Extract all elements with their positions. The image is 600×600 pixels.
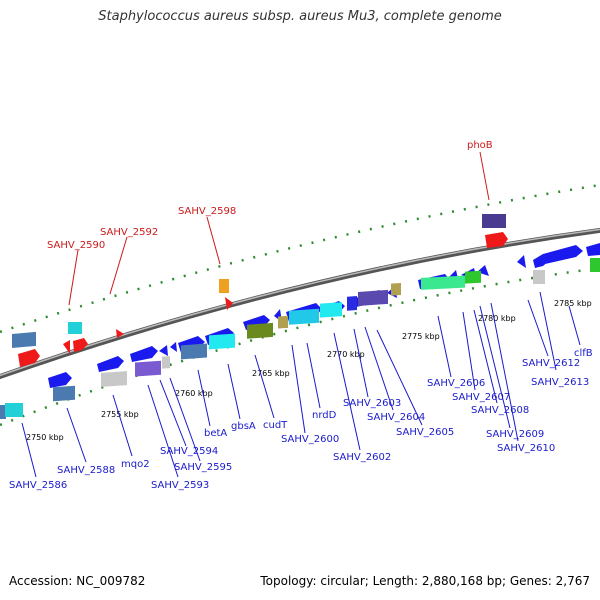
gene-arrow[interactable]: [48, 372, 72, 388]
gene-label-sahv-2613: SAHV_2613: [531, 377, 589, 388]
gene-labels: SAHV_2586 SAHV_2588 mqo2 SAHV_2593 SAHV_…: [9, 348, 593, 491]
scale-label-2765: 2765 kbp: [252, 369, 290, 378]
rna-label-sahv-2598: SAHV_2598: [178, 206, 236, 217]
rna-arrow[interactable]: [73, 338, 88, 352]
gene-label-sahv-2607: SAHV_2607: [452, 392, 510, 403]
scale-label-2775: 2775 kbp: [402, 332, 440, 341]
gene-arrow[interactable]: [159, 345, 168, 356]
scale-label-2780: 2780 kbp: [478, 314, 516, 323]
gene-label-sahv-2603: SAHV_2603: [343, 398, 401, 409]
accession-text: Accession: NC_009782: [9, 574, 146, 588]
rna-features[interactable]: [18, 232, 508, 367]
gene-label-sahv-2594: SAHV_2594: [160, 446, 218, 457]
rna-labels: SAHV_2590 SAHV_2592 SAHV_2598 phoB: [47, 140, 493, 251]
rna-arrow[interactable]: [18, 349, 40, 367]
scale-label-2785: 2785 kbp: [554, 299, 592, 308]
gene-label-sahv-2612: SAHV_2612: [522, 358, 580, 369]
gene-leader-lines: [21, 291, 581, 478]
gene-label-sahv-2588: SAHV_2588: [57, 465, 115, 476]
rna-arrow[interactable]: [63, 340, 70, 354]
scale-labels: 2750 kbp 2755 kbp 2760 kbp 2765 kbp 2770…: [26, 299, 592, 442]
gene-label-sahv-2608: SAHV_2608: [471, 405, 529, 416]
scale-label-2770: 2770 kbp: [327, 350, 365, 359]
rna-arrow[interactable]: [225, 297, 233, 310]
scale-label-2755: 2755 kbp: [101, 410, 139, 419]
upper-tick-row: [0, 183, 600, 334]
gene-label-sahv-2605: SAHV_2605: [396, 427, 454, 438]
gene-label-mqo2: mqo2: [121, 459, 150, 470]
rna-leader-lines: [68, 151, 490, 306]
gene-label-sahv-2602: SAHV_2602: [333, 452, 391, 463]
topology-text: Topology: circular; Length: 2,880,168 bp…: [260, 574, 590, 588]
gene-label-cudt: cudT: [263, 420, 288, 431]
rna-arrow[interactable]: [485, 232, 508, 248]
gene-label-sahv-2604: SAHV_2604: [367, 412, 425, 423]
gene-arrow[interactable]: [586, 243, 600, 256]
scale-label-2750: 2750 kbp: [26, 433, 64, 442]
gene-label-gbsa: gbsA: [231, 421, 256, 432]
rna-label-sahv-2592: SAHV_2592: [100, 227, 158, 238]
gene-arrow[interactable]: [477, 265, 489, 276]
gene-label-sahv-2593: SAHV_2593: [151, 480, 209, 491]
gene-label-nrdd: nrdD: [312, 410, 337, 421]
gene-arrow[interactable]: [517, 255, 526, 268]
gene-arrow[interactable]: [543, 245, 583, 264]
category-boxes: [0, 214, 600, 419]
gene-label-sahv-2606: SAHV_2606: [427, 378, 485, 389]
gene-arrow[interactable]: [97, 356, 124, 372]
rna-arrow[interactable]: [116, 329, 124, 338]
gene-arrow[interactable]: [170, 342, 177, 352]
gene-arrow[interactable]: [130, 346, 158, 362]
gene-label-beta: betA: [204, 428, 227, 439]
gene-label-sahv-2600: SAHV_2600: [281, 434, 339, 445]
scale-label-2760: 2760 kbp: [175, 389, 213, 398]
rna-label-phob: phoB: [467, 140, 493, 151]
gene-label-sahv-2595: SAHV_2595: [174, 462, 232, 473]
gene-label-sahv-2609: SAHV_2609: [486, 429, 544, 440]
gene-label-clfb: clfB: [574, 348, 593, 359]
gene-label-sahv-2586: SAHV_2586: [9, 480, 67, 491]
map-title: Staphylococcus aureus subsp. aureus Mu3,…: [98, 9, 502, 24]
gene-label-sahv-2610: SAHV_2610: [497, 443, 555, 454]
rna-label-sahv-2590: SAHV_2590: [47, 240, 105, 251]
